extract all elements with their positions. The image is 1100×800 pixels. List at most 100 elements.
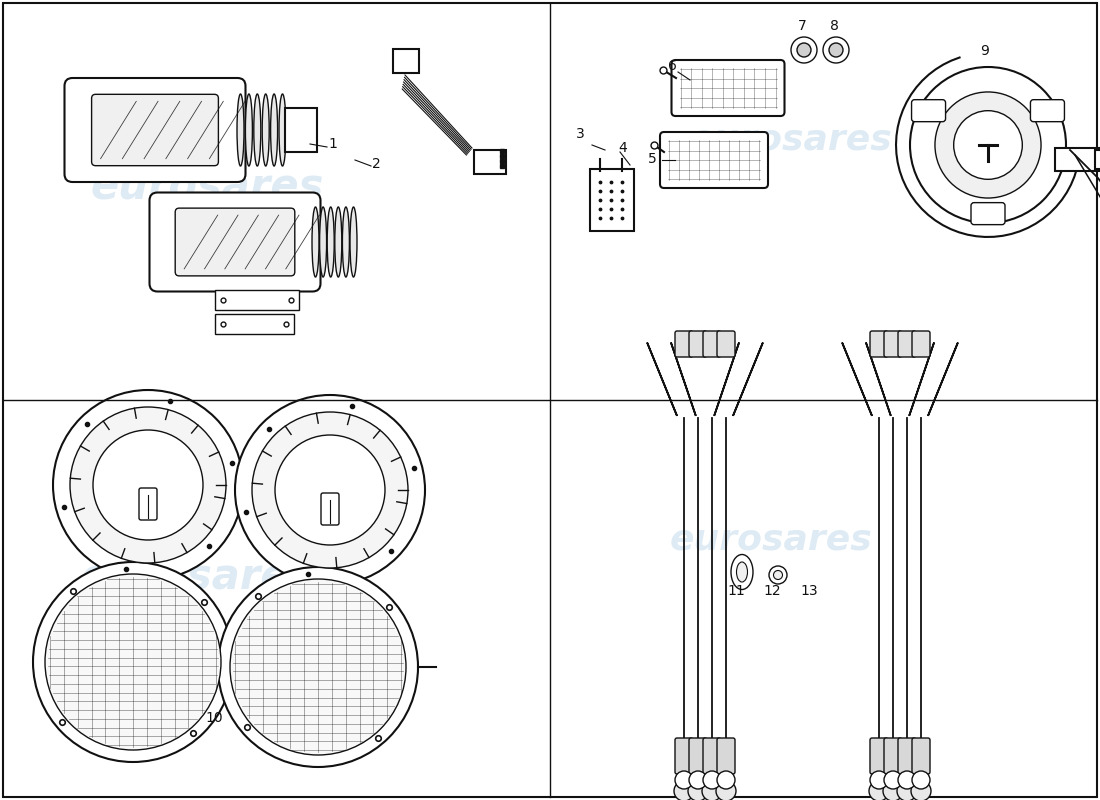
FancyBboxPatch shape (393, 49, 419, 73)
FancyBboxPatch shape (660, 132, 768, 188)
Circle shape (674, 781, 694, 800)
Ellipse shape (236, 94, 244, 166)
Circle shape (70, 407, 226, 563)
FancyBboxPatch shape (912, 100, 946, 122)
Text: 9: 9 (980, 44, 989, 58)
Circle shape (935, 92, 1041, 198)
Circle shape (689, 771, 707, 789)
Circle shape (716, 781, 736, 800)
Text: eurosares: eurosares (90, 167, 323, 209)
FancyBboxPatch shape (1094, 150, 1100, 170)
FancyBboxPatch shape (703, 331, 720, 357)
Circle shape (870, 771, 888, 789)
Text: 3: 3 (576, 127, 585, 141)
Ellipse shape (350, 207, 358, 277)
FancyBboxPatch shape (285, 108, 317, 152)
Text: eurosares: eurosares (690, 123, 893, 157)
FancyBboxPatch shape (1055, 148, 1100, 171)
Text: 1: 1 (328, 137, 337, 151)
Circle shape (896, 781, 917, 800)
Circle shape (884, 771, 902, 789)
FancyBboxPatch shape (689, 331, 707, 357)
Circle shape (869, 781, 889, 800)
Ellipse shape (320, 207, 327, 277)
FancyBboxPatch shape (912, 331, 930, 357)
Circle shape (829, 43, 843, 57)
Circle shape (954, 110, 1022, 179)
Circle shape (702, 781, 722, 800)
Ellipse shape (271, 94, 277, 166)
FancyBboxPatch shape (971, 202, 1005, 225)
Ellipse shape (342, 207, 350, 277)
FancyBboxPatch shape (884, 331, 902, 357)
Circle shape (53, 390, 243, 580)
Ellipse shape (334, 207, 342, 277)
Circle shape (230, 579, 406, 755)
Circle shape (910, 67, 1066, 223)
FancyBboxPatch shape (214, 290, 299, 310)
Circle shape (791, 37, 817, 63)
Text: 4: 4 (618, 141, 627, 155)
FancyBboxPatch shape (912, 738, 930, 774)
Text: 11: 11 (727, 584, 745, 598)
Circle shape (688, 781, 708, 800)
FancyBboxPatch shape (1031, 100, 1065, 122)
Circle shape (703, 771, 720, 789)
Ellipse shape (737, 562, 748, 582)
Text: 8: 8 (830, 19, 839, 33)
Circle shape (94, 430, 204, 540)
Ellipse shape (245, 94, 252, 166)
Text: 13: 13 (800, 584, 817, 598)
Circle shape (33, 562, 233, 762)
Circle shape (275, 435, 385, 545)
FancyBboxPatch shape (590, 169, 634, 231)
Circle shape (769, 566, 786, 584)
Circle shape (911, 781, 931, 800)
Ellipse shape (254, 94, 261, 166)
Circle shape (773, 570, 782, 579)
FancyBboxPatch shape (884, 738, 902, 774)
FancyBboxPatch shape (139, 488, 157, 520)
Circle shape (252, 412, 408, 568)
Circle shape (823, 37, 849, 63)
Text: 10: 10 (205, 711, 222, 725)
FancyBboxPatch shape (703, 738, 720, 774)
FancyBboxPatch shape (150, 193, 320, 291)
Text: 6: 6 (668, 59, 676, 73)
Circle shape (798, 43, 811, 57)
Text: 7: 7 (798, 19, 806, 33)
FancyBboxPatch shape (675, 331, 693, 357)
Ellipse shape (312, 207, 319, 277)
Ellipse shape (279, 94, 286, 166)
FancyBboxPatch shape (675, 738, 693, 774)
FancyBboxPatch shape (689, 738, 707, 774)
Circle shape (912, 771, 930, 789)
FancyBboxPatch shape (717, 331, 735, 357)
Text: 12: 12 (763, 584, 781, 598)
Circle shape (717, 771, 735, 789)
Circle shape (675, 771, 693, 789)
Text: 2: 2 (372, 157, 381, 171)
Circle shape (235, 395, 425, 585)
FancyBboxPatch shape (474, 150, 506, 174)
FancyBboxPatch shape (214, 314, 294, 334)
Text: eurosares: eurosares (670, 523, 872, 557)
FancyBboxPatch shape (671, 60, 784, 116)
FancyBboxPatch shape (717, 738, 735, 774)
Text: 5: 5 (648, 152, 657, 166)
FancyBboxPatch shape (870, 738, 888, 774)
Circle shape (218, 567, 418, 767)
Circle shape (883, 781, 903, 800)
FancyBboxPatch shape (91, 94, 219, 166)
FancyBboxPatch shape (175, 208, 295, 276)
FancyBboxPatch shape (898, 331, 916, 357)
Ellipse shape (732, 554, 754, 590)
Text: eurosares: eurosares (80, 557, 313, 599)
Circle shape (898, 771, 916, 789)
Ellipse shape (327, 207, 334, 277)
Ellipse shape (262, 94, 270, 166)
FancyBboxPatch shape (870, 331, 888, 357)
Circle shape (45, 574, 221, 750)
FancyBboxPatch shape (65, 78, 245, 182)
FancyBboxPatch shape (321, 493, 339, 525)
